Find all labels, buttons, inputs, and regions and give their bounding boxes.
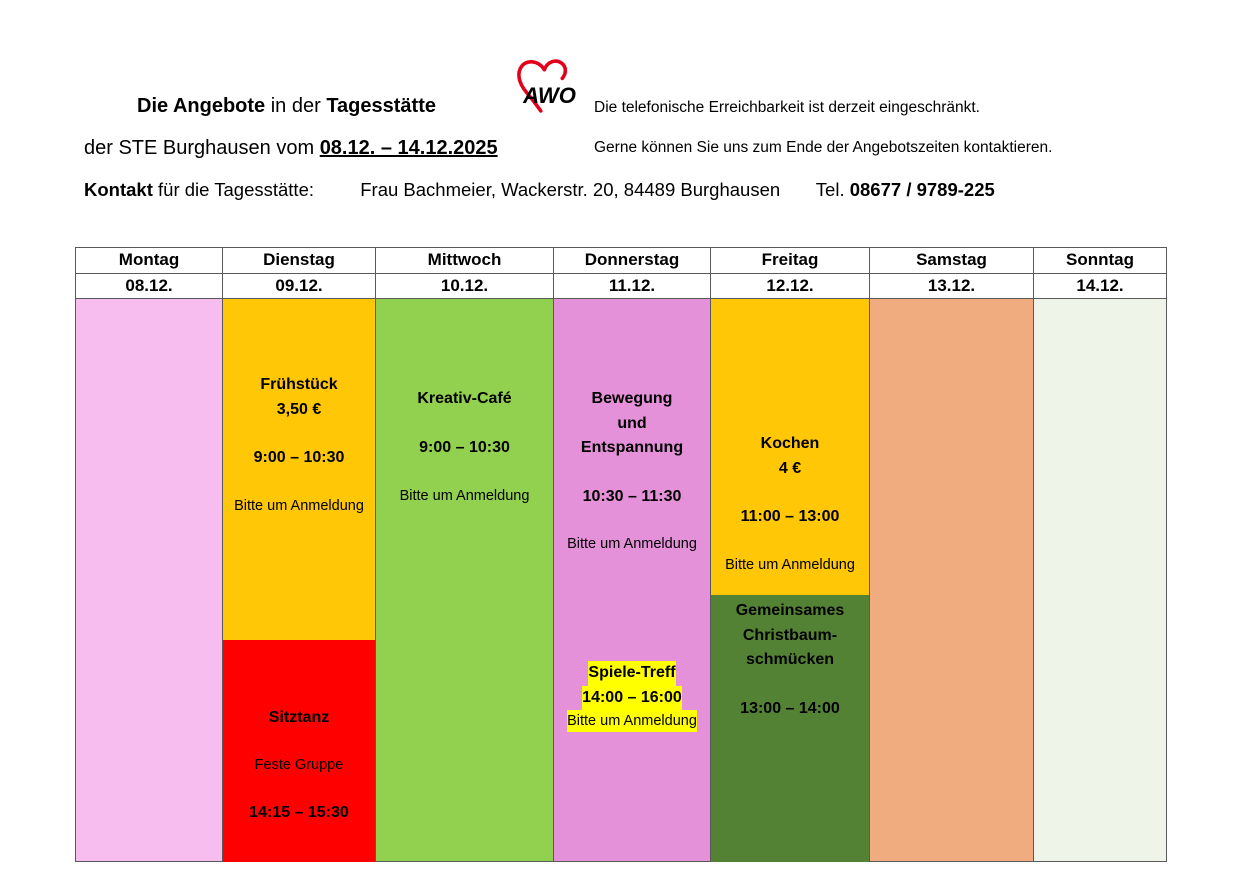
svg-text:AWO: AWO bbox=[522, 83, 576, 108]
